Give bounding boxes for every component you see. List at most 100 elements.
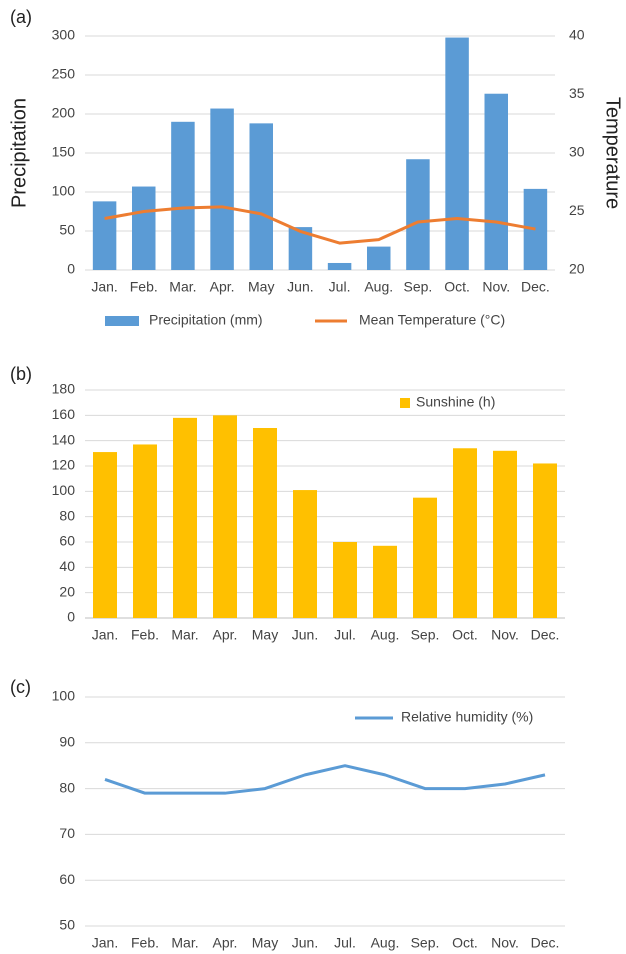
x-tick-label: Mar. <box>169 279 196 295</box>
x-tick-label: Sep. <box>411 935 440 951</box>
x-tick-label: Mar. <box>171 935 198 951</box>
y-tick-label: 180 <box>52 381 76 397</box>
legend-label: Relative humidity (%) <box>401 709 533 725</box>
y2-tick-label: 40 <box>569 27 585 43</box>
y-tick-label: 140 <box>52 431 76 447</box>
legend-label: Precipitation (mm) <box>149 312 263 328</box>
x-tick-label: Mar. <box>171 627 198 643</box>
y-tick-label: 150 <box>52 144 76 160</box>
y-tick-label: 160 <box>52 406 76 422</box>
bar <box>92 201 117 270</box>
x-tick-label: Feb. <box>131 627 159 643</box>
x-tick-label: Feb. <box>131 935 159 951</box>
x-tick-label: Oct. <box>452 935 478 951</box>
bar <box>484 93 508 270</box>
x-tick-label: Aug. <box>371 627 400 643</box>
x-tick-label: Nov. <box>482 279 510 295</box>
x-tick-label: Jan. <box>92 935 118 951</box>
y-tick-label: 250 <box>52 66 76 82</box>
bar <box>132 186 156 270</box>
bar <box>445 37 469 271</box>
x-tick-label: Apr. <box>210 279 235 295</box>
legend-swatch <box>400 398 410 408</box>
x-tick-label: May <box>252 935 278 951</box>
panel-label: (c) <box>10 677 31 697</box>
y2-tick-label: 20 <box>569 261 585 277</box>
y-tick-label: 0 <box>67 261 75 277</box>
y-tick-label: 50 <box>59 222 75 238</box>
y-tick-label: 60 <box>59 533 75 549</box>
y-tick-label: 100 <box>52 183 76 199</box>
x-tick-label: Sep. <box>411 627 440 643</box>
x-tick-label: Jul. <box>329 279 351 295</box>
y-axis-title: Precipitation <box>8 98 30 208</box>
y-tick-label: 100 <box>52 688 76 704</box>
bar <box>333 542 357 618</box>
y-tick-label: 300 <box>52 27 76 43</box>
y-tick-label: 0 <box>67 609 75 625</box>
y2-tick-label: 25 <box>569 202 585 218</box>
y-tick-label: 80 <box>59 507 75 523</box>
line <box>104 205 536 245</box>
bar <box>493 450 517 618</box>
bar <box>210 108 234 270</box>
bar <box>171 121 195 270</box>
y-tick-label: 40 <box>59 558 75 574</box>
x-tick-label: Dec. <box>521 279 550 295</box>
bar <box>453 448 477 618</box>
bar <box>93 452 117 618</box>
x-tick-label: Sep. <box>404 279 433 295</box>
x-tick-label: Jun. <box>292 627 318 643</box>
x-tick-label: Nov. <box>491 627 519 643</box>
bar <box>327 262 352 270</box>
y-tick-label: 120 <box>52 457 76 473</box>
y-tick-label: 80 <box>59 779 75 795</box>
bar <box>249 123 273 270</box>
x-tick-label: Feb. <box>130 279 158 295</box>
y2-axis-title: Temperature <box>602 97 624 209</box>
x-tick-label: Jan. <box>91 279 117 295</box>
bar <box>533 463 557 618</box>
y-tick-label: 90 <box>59 734 75 750</box>
x-tick-label: May <box>252 627 278 643</box>
bar <box>373 545 397 618</box>
bar <box>413 497 437 618</box>
x-tick-label: Jun. <box>287 279 313 295</box>
y-tick-label: 70 <box>59 825 75 841</box>
y2-tick-label: 30 <box>569 144 585 160</box>
bar <box>173 417 197 618</box>
bar <box>293 490 317 618</box>
x-tick-label: Dec. <box>531 935 560 951</box>
x-tick-label: Jul. <box>334 935 356 951</box>
y-tick-label: 50 <box>59 917 75 933</box>
legend-label: Mean Temperature (°C) <box>359 312 505 328</box>
bar <box>253 428 277 618</box>
x-tick-label: Nov. <box>491 935 519 951</box>
x-tick-label: Aug. <box>371 935 400 951</box>
y-tick-label: 20 <box>59 583 75 599</box>
x-tick-label: Jan. <box>92 627 118 643</box>
x-tick-label: Oct. <box>452 627 478 643</box>
x-tick-label: Dec. <box>531 627 560 643</box>
bar <box>213 415 237 618</box>
y-tick-label: 60 <box>59 871 75 887</box>
bar <box>406 159 430 270</box>
y-tick-label: 200 <box>52 105 76 121</box>
y-tick-label: 100 <box>52 482 76 498</box>
x-tick-label: May <box>248 279 274 295</box>
panel-label: (b) <box>10 364 32 384</box>
line <box>104 764 546 795</box>
x-tick-label: Aug. <box>364 279 393 295</box>
x-tick-label: Jul. <box>334 627 356 643</box>
x-tick-label: Jun. <box>292 935 318 951</box>
bar <box>133 444 157 618</box>
x-tick-label: Oct. <box>444 279 470 295</box>
legend-swatch <box>105 316 139 326</box>
panel-label: (a) <box>10 7 32 27</box>
bar <box>367 246 391 270</box>
x-tick-label: Apr. <box>213 935 238 951</box>
bar <box>288 227 313 270</box>
x-tick-label: Apr. <box>213 627 238 643</box>
bar <box>523 188 548 270</box>
